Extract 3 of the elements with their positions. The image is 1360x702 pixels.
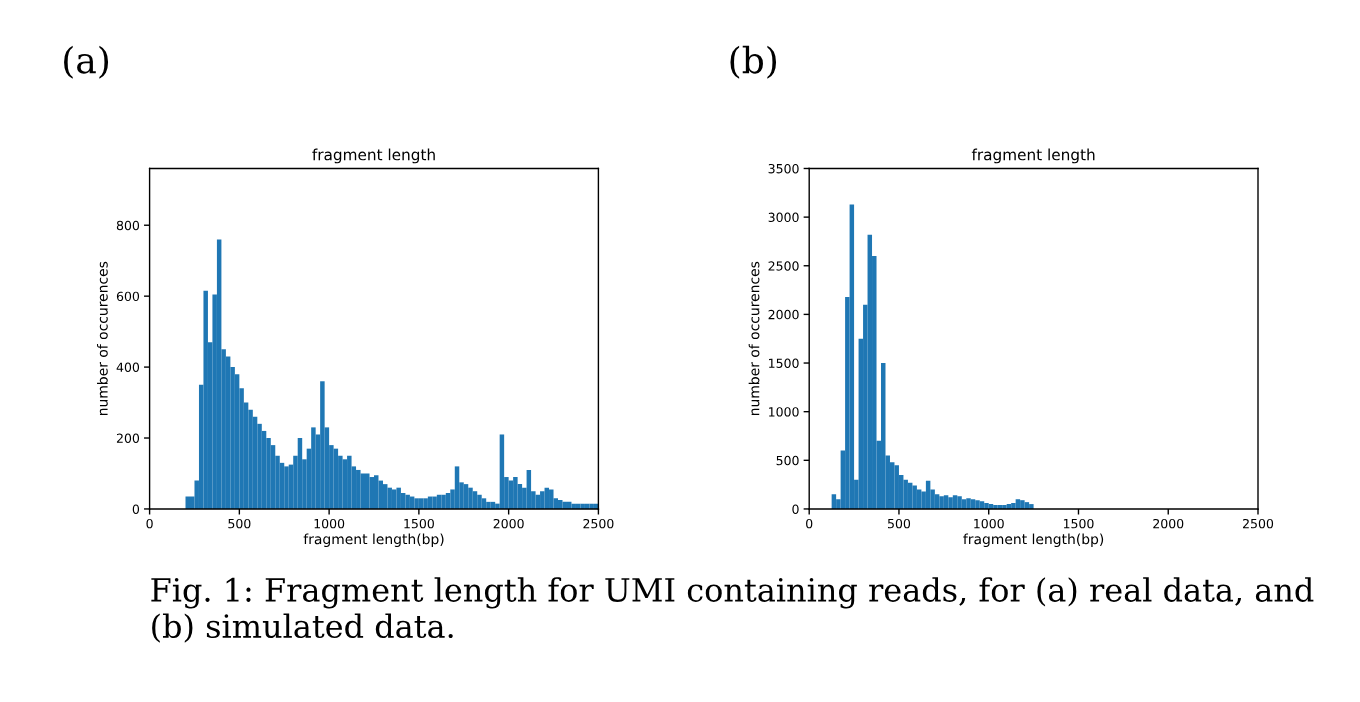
- text: (b): [730, 45, 777, 79]
- text: (a): [64, 45, 109, 79]
- caption: Fig. 1: Fragment length for UMI containing reads, for (a) real data, and (b) simulated data.: [151, 577, 1314, 643]
